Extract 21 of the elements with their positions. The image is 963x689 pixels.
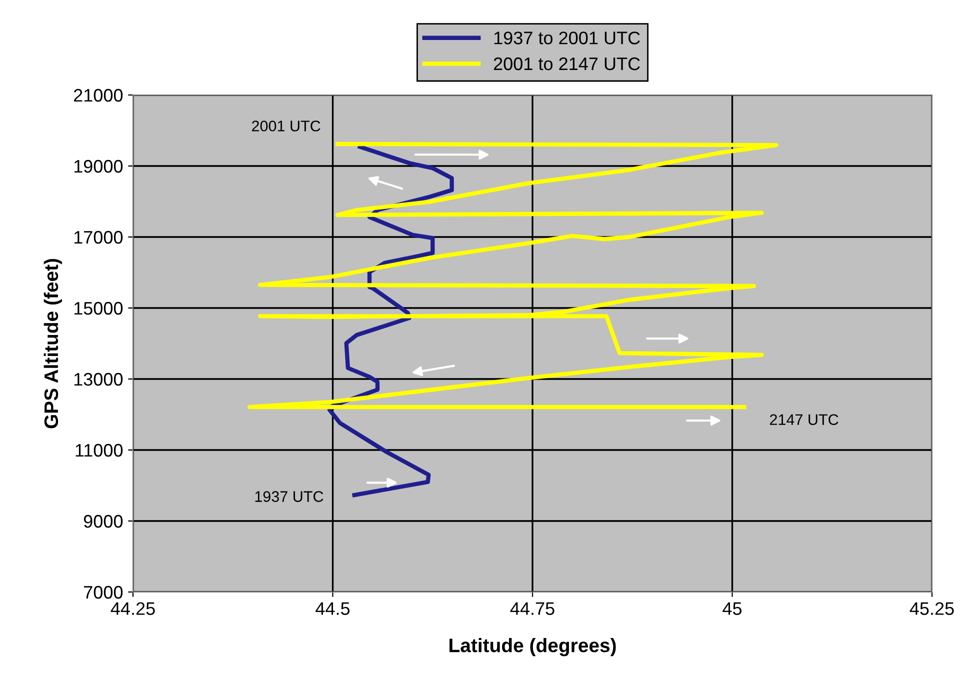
y-tick-label: 21000 [74,88,123,102]
y-tick-label: 15000 [74,302,123,315]
x-tick-label: 45 [722,602,742,615]
x-tick-label: 45.25 [910,602,954,615]
legend-label: 2001 to 2147 UTC [494,57,640,70]
y-tick-label: 7000 [84,586,123,599]
y-axis-title: GPS Altitude (feet) [44,258,62,428]
y-tick-label: 19000 [74,160,123,173]
annotation: 2147 UTC [770,414,838,426]
x-tick-label: 44.5 [316,602,350,615]
x-tick-label: 44.25 [110,602,155,615]
x-tick-label: 44.75 [510,602,554,615]
y-tick-label: 11000 [76,444,123,457]
line-series [248,142,778,410]
y-tick-label: 13000 [74,372,123,386]
annotation: 1937 UTC [255,491,324,502]
x-axis-title: Latitude (degrees) [450,638,616,656]
y-tick-label: 17000 [74,230,123,244]
y-tick-label: 9000 [84,514,123,528]
legend-label: 1937 to 2001 UTC [494,32,640,44]
annotation: 2001 UTC [252,120,320,132]
